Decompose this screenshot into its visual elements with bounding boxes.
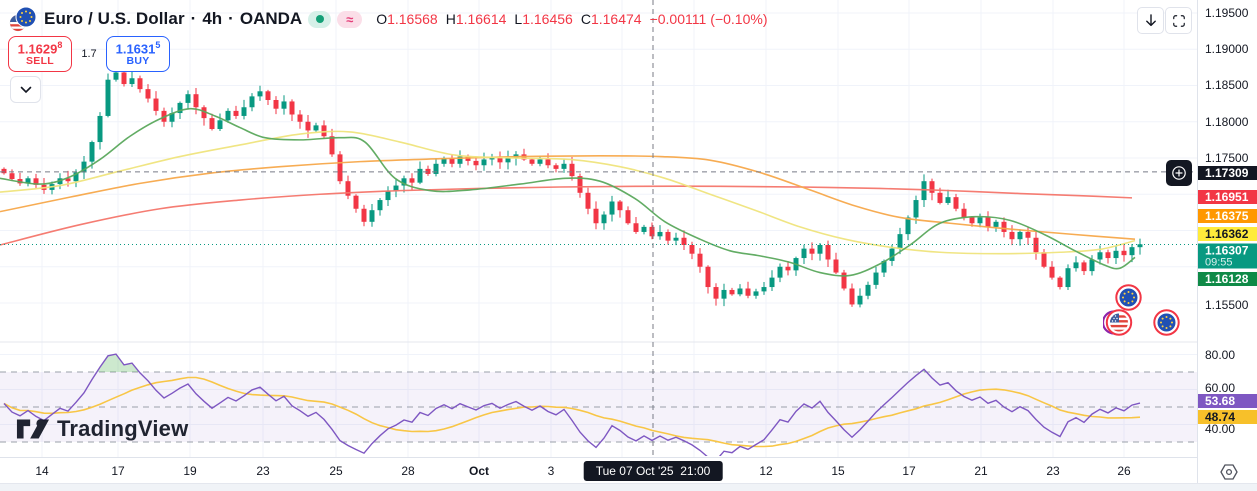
scroll-to-recent-button[interactable] [1137,7,1164,34]
gridlines [0,0,1197,457]
chart-canvas[interactable] [0,0,1197,457]
ma-200-label[interactable]: 1.16951 [1198,190,1257,204]
axis-settings-icon[interactable] [1219,463,1239,486]
tradingview-logo-text: TradingView [57,416,189,441]
price-axis-tick: 1.15500 [1205,298,1249,312]
change-percent: (−0.10%) [710,11,768,27]
chevron-down-icon [20,86,31,93]
rsi-line [3,353,1141,456]
low-label: L [514,11,523,27]
ma-50-line [0,130,1136,255]
time-axis-tick: 19 [183,464,197,478]
time-axis-tick: 25 [329,464,343,478]
eurusd-pair-icon[interactable] [8,6,38,32]
time-axis[interactable]: 14 17 19 23 25 28 Oct 3 12 15 17 21 23 26 [0,457,1257,484]
tradingview-logo-icon [16,419,50,439]
time-axis-tick: 17 [902,464,916,478]
symbol-title[interactable]: Euro / U.S. Dollar [44,9,185,28]
ma-20-line [0,107,1136,277]
economic-event-eu-flag-icon[interactable] [1115,284,1142,316]
ma-100-line [0,155,1136,240]
tradingview-logo[interactable]: TradingView [16,414,188,444]
time-axis-tick: 26 [1117,464,1131,478]
interval-label[interactable]: 4h [202,9,223,28]
price-axis-tick: 40.00 [1205,422,1236,436]
price-axis-tick: 80.00 [1205,348,1236,362]
price-axis-tick: 1.19000 [1205,42,1249,56]
title-separator: · [190,9,197,28]
time-axis-tick: 14 [35,464,49,478]
crosshair-time-label: Tue 07 Oct '25 21:00 [583,461,723,481]
low-value: 1.16456 [522,11,573,27]
bottom-strip [0,483,1257,491]
price-axis[interactable]: 1.19500 1.19000 1.18500 1.18000 1.17500 1.155… [1197,0,1257,483]
buy-price-fraction: 5 [155,40,161,50]
current-price-label[interactable]: 1.16307 09:55 [1198,243,1257,269]
extended-hours-icon[interactable]: ≈ [337,10,363,28]
price-axis-tick: 60.00 [1205,381,1236,395]
buy-label: BUY [126,54,150,67]
rsi-overbought-fill [4,354,1140,372]
title-separator: · [228,9,234,28]
candlestick-series [1,68,1143,308]
symbol-header: Euro / U.S. Dollar · 4h · OANDA ≈ O 1.165… [8,6,767,32]
exchange-label[interactable]: OANDA [239,9,303,28]
high-value: 1.16614 [455,11,507,27]
high-label: H [445,11,456,27]
add-alert-plus-button[interactable] [1166,160,1192,186]
sell-price-fraction: 8 [57,40,63,50]
ohlc-readout: O 1.16568 H 1.16614 L 1.16456 C 1.16474 −0.0… [376,11,767,27]
countdown-timer: 09:55 [1205,256,1233,269]
price-axis-tick: 1.18500 [1205,78,1249,92]
arrow-down-icon [1145,13,1156,26]
rsi-value-label[interactable]: 53.68 [1198,394,1257,408]
time-axis-tick: 23 [256,464,270,478]
sell-button[interactable]: 1.16298 SELL [8,36,72,72]
change-value: −0.00111 [649,11,707,27]
plus-circle-icon [1172,166,1186,180]
ma-50-label[interactable]: 1.16362 [1198,227,1257,241]
close-value: 1.16474 [590,11,642,27]
price-axis-tick: 1.19500 [1205,6,1249,20]
ma-200-line [0,185,1133,246]
economic-event-us-flag-icon[interactable] [1101,309,1135,341]
time-axis-tick: 21 [974,464,988,478]
buy-button[interactable]: 1.16315 BUY [106,36,170,72]
time-axis-tick: 15 [831,464,845,478]
spread-value: 1.7 [81,48,97,60]
sell-price: 1.1629 [17,41,58,57]
economic-event-eu-flag-icon[interactable] [1153,309,1180,341]
time-axis-tick: 17 [111,464,125,478]
time-axis-tick: 3 [547,464,555,478]
rsi-ma-line [3,376,1141,448]
time-axis-tick: 12 [759,464,773,478]
price-axis-tick: 1.18000 [1205,115,1249,129]
rsi-ma-label[interactable]: 48.74 [1198,410,1257,424]
open-value: 1.16568 [387,11,438,27]
crosshair-price-label[interactable]: 1.17309 [1198,166,1257,180]
ma-20-label[interactable]: 1.16128 [1198,272,1257,286]
time-axis-tick: 23 [1046,464,1060,478]
fullscreen-button[interactable] [1165,7,1192,34]
buy-price: 1.1631 [115,41,156,57]
market-open-indicator-icon[interactable] [308,10,332,28]
fullscreen-icon [1172,14,1185,27]
close-label: C [580,11,591,27]
collapse-panel-button[interactable] [10,76,41,103]
trade-widget: 1.16298 SELL 1.7 1.16315 BUY [8,36,170,72]
time-axis-tick: Oct [468,464,489,478]
sell-label: SELL [25,54,55,67]
time-axis-tick: 28 [401,464,415,478]
price-axis-tick: 1.17500 [1205,151,1249,165]
ma-100-label[interactable]: 1.16375 [1198,209,1257,223]
open-label: O [376,11,388,27]
